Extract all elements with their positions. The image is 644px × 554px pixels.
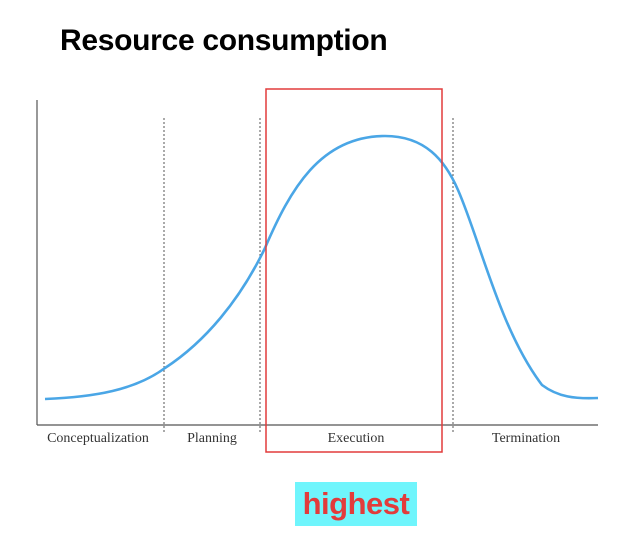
resource-curve (44, 134, 599, 401)
page-title: Resource consumption (60, 24, 388, 57)
highest-badge: highest (295, 482, 417, 526)
phase-label-planning: Planning (187, 431, 237, 446)
phase-label-termination: Termination (492, 431, 560, 446)
execution-highlight-box (265, 88, 443, 453)
phase-label-execution: Execution (328, 431, 385, 446)
phase-label-conceptualization: Conceptualization (47, 431, 149, 446)
